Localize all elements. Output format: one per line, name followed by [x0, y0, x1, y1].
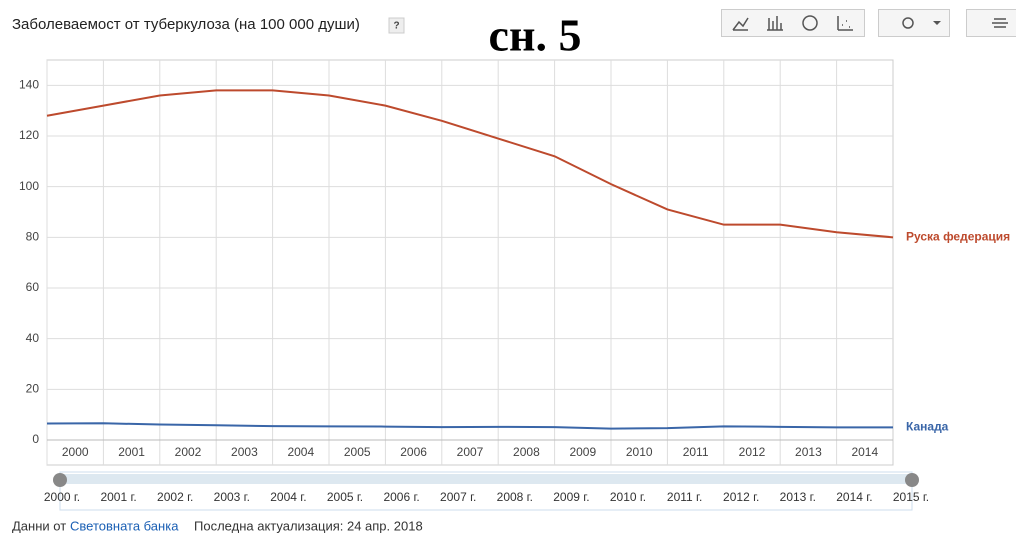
y-tick-label: 20 — [26, 382, 40, 396]
series-label: Канада — [906, 420, 949, 434]
slider-track[interactable] — [60, 474, 912, 484]
help-icon[interactable] — [388, 17, 405, 34]
help-text[interactable]: ? — [393, 21, 399, 32]
footer-updated: Последна актуализация: 24 апр. 2018 — [194, 518, 423, 533]
y-tick-label: 120 — [19, 128, 39, 142]
chart-title: Заболеваемост от туберкулоза (на 100 000… — [12, 16, 360, 33]
footer-source-link[interactable]: Световната банка — [70, 518, 179, 533]
x-tick-label: 2002 — [175, 445, 202, 459]
slider-label: 2011 г. — [667, 490, 702, 504]
slider-handle[interactable] — [53, 473, 67, 487]
slider-label: 2001 г. — [100, 490, 136, 504]
x-tick-label: 2007 — [457, 445, 484, 459]
x-tick-label: 2013 — [795, 445, 822, 459]
x-tick-label: 2005 — [344, 445, 371, 459]
toolbar-icons — [732, 15, 1008, 31]
slider-label: 2006 г. — [383, 490, 419, 504]
slider-label: 2013 г. — [780, 490, 816, 504]
slider-label: 2012 г. — [723, 490, 759, 504]
y-tick-label: 80 — [26, 230, 40, 244]
x-tick-label: 2008 — [513, 445, 540, 459]
y-tick-label: 140 — [19, 78, 39, 92]
slider-handle[interactable] — [905, 473, 919, 487]
x-tick-label: 2000 — [62, 445, 89, 459]
x-tick-label: 2004 — [287, 445, 314, 459]
slider-label: 2015 г. — [893, 490, 929, 504]
line — [46, 422, 893, 430]
slider-label: 2010 г. — [610, 490, 646, 504]
slider-label: 2002 г. — [157, 490, 193, 504]
series-label: Руска федерация — [906, 230, 1010, 244]
slider-label: 2000 г. — [44, 490, 80, 504]
x-tick-label: 2014 — [851, 445, 878, 459]
footer-source-prefix: Данни от — [12, 518, 66, 533]
x-tick-label: 2003 — [231, 445, 258, 459]
y-tick-label: 60 — [26, 280, 40, 294]
overlay-label: сн. 5 — [489, 10, 582, 61]
x-tick-label: 2011 — [683, 445, 709, 459]
x-tick-label: 2010 — [626, 445, 653, 459]
slider-label: 2004 г. — [270, 490, 306, 504]
plot-frame — [46, 59, 894, 466]
x-tick-label: 2006 — [400, 445, 427, 459]
line — [46, 89, 894, 239]
y-tick-label: 40 — [26, 331, 40, 345]
y-tick-label: 100 — [19, 179, 39, 193]
slider-label: 2005 г. — [327, 490, 363, 504]
slider-label: 2007 г. — [440, 490, 476, 504]
slider-label: 2014 г. — [836, 490, 872, 504]
slider-label: 2008 г. — [497, 490, 533, 504]
x-tick-label: 2001 — [118, 445, 145, 459]
slider-label: 2009 г. — [553, 490, 589, 504]
x-tick-label: 2009 — [569, 445, 596, 459]
x-tick-label: 2012 — [739, 445, 766, 459]
y-tick-label: 0 — [32, 432, 39, 446]
slider-label: 2003 г. — [214, 490, 250, 504]
